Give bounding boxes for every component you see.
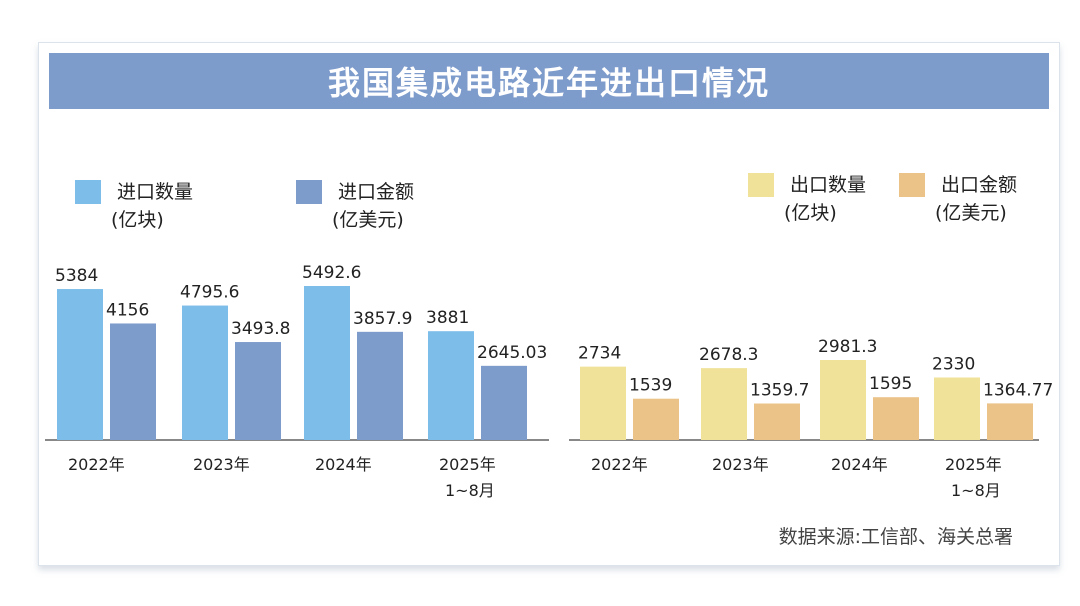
legend-unit: (亿块) <box>784 202 837 224</box>
bar-import-amount <box>481 365 527 440</box>
legend-swatch-import-quantity <box>75 180 101 204</box>
infographic-card: 我国集成电路近年进出口情况 进口数量 (亿块) 进口金额 (亿美元) 5384 4156 2… <box>38 42 1060 566</box>
bar-export-quantity <box>701 368 747 440</box>
data-label: 2678.3 <box>699 345 758 365</box>
data-label: 1539 <box>629 376 672 396</box>
x-tick-label: 2023年 <box>712 455 769 474</box>
bar-export-quantity <box>820 360 866 440</box>
legend-label: 进口数量 <box>117 181 193 203</box>
x-tick-label: 2024年 <box>831 455 888 474</box>
data-label: 2330 <box>932 354 975 374</box>
legend-unit: (亿美元) <box>332 209 404 231</box>
data-label: 1364.77 <box>983 380 1053 400</box>
chart-title: 我国集成电路近年进出口情况 <box>327 64 770 102</box>
legend-unit: (亿块) <box>111 209 164 231</box>
data-label: 4795.6 <box>180 283 239 303</box>
x-tick-label: 1~8月 <box>951 481 1001 500</box>
bar-import-quantity <box>182 305 228 440</box>
x-tick-label: 2025年 <box>945 455 1002 474</box>
bar-export-amount <box>987 403 1033 440</box>
x-tick-label: 2022年 <box>68 455 125 474</box>
data-label: 3881 <box>426 308 469 328</box>
legend-label: 进口金额 <box>338 181 414 203</box>
bar-import-amount <box>235 342 281 440</box>
data-label: 2734 <box>578 344 621 364</box>
data-label: 2981.3 <box>818 337 877 357</box>
title-bar: 我国集成电路近年进出口情况 <box>49 53 1049 109</box>
legend-label: 出口数量 <box>790 174 866 196</box>
x-tick-label: 2025年 <box>439 455 496 474</box>
data-label: 1359.7 <box>750 381 809 401</box>
bar-import-amount <box>110 323 156 440</box>
bar-export-amount <box>754 403 800 440</box>
legend-unit: (亿美元) <box>935 202 1007 224</box>
legend-swatch-export-amount <box>899 173 925 197</box>
data-label: 3857.9 <box>353 309 412 329</box>
bar-import-amount <box>357 331 403 440</box>
data-source: 数据来源:工信部、海关总署 <box>778 526 1013 548</box>
legend-swatch-export-quantity <box>748 173 774 197</box>
charts-canvas: 进口数量 (亿块) 进口金额 (亿美元) 5384 4156 2022年 4795.6 3493… <box>45 173 1053 500</box>
legend-swatch-import-amount <box>296 180 322 204</box>
data-label: 5492.6 <box>302 263 361 283</box>
bar-import-quantity <box>304 286 350 440</box>
data-label: 2645.03 <box>477 343 547 363</box>
x-tick-label: 2024年 <box>315 455 372 474</box>
legend-label: 出口金额 <box>941 174 1017 196</box>
data-label: 1595 <box>869 374 912 394</box>
x-tick-label: 2023年 <box>193 455 250 474</box>
data-label: 4156 <box>106 300 149 320</box>
data-label: 3493.8 <box>231 319 290 339</box>
x-tick-label: 2022年 <box>591 455 648 474</box>
bar-export-amount <box>873 397 919 440</box>
bar-export-quantity <box>580 366 626 440</box>
bar-export-quantity <box>934 377 980 440</box>
bar-import-quantity <box>428 331 474 440</box>
data-label: 5384 <box>55 266 98 286</box>
x-tick-label: 1~8月 <box>445 481 495 500</box>
bar-export-amount <box>633 398 679 440</box>
bar-import-quantity <box>57 289 103 440</box>
